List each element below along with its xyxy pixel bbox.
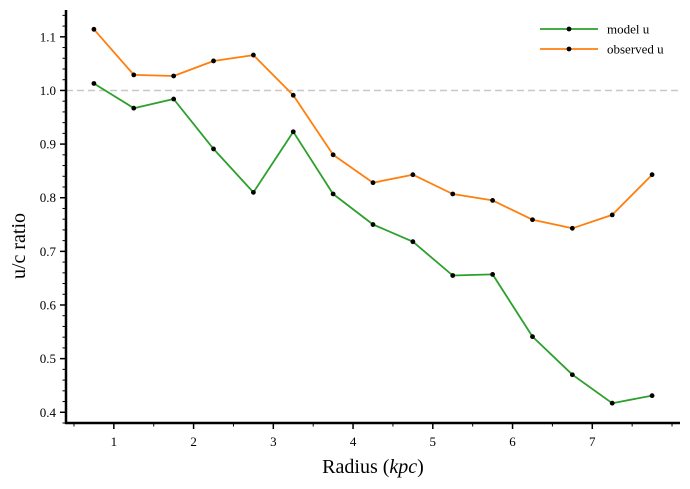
y-tick-label: 1.1 (40, 29, 56, 44)
legend-item: model u (540, 22, 650, 37)
data-point (370, 222, 376, 227)
legend: model u observed u (540, 22, 664, 57)
legend-marker (566, 26, 572, 32)
data-point (490, 198, 496, 203)
data-point (530, 334, 535, 340)
data-point (250, 189, 256, 195)
y-tick-label: 0.5 (40, 351, 56, 366)
y-tick-label: 0.6 (40, 298, 57, 313)
data-point (171, 96, 177, 102)
x-tick-label: 6 (509, 434, 516, 449)
data-point (330, 152, 336, 158)
data-point (410, 172, 416, 178)
data-point (91, 26, 97, 32)
x-tick-label: 2 (190, 434, 197, 449)
series-observed-u (91, 26, 655, 231)
axes: 1 2 3 4 5 6 7 0.4 0.5 0.6 0.7 0.8 0.9 1.0 1.1 (40, 10, 680, 449)
data-point (290, 92, 296, 98)
x-tick-label: 1 (111, 434, 118, 449)
x-axis-title-unit: kpc (389, 456, 417, 478)
y-tick-label: 0.8 (40, 190, 56, 205)
data-point (171, 73, 177, 79)
x-axis-title: Radius (kpc) (322, 456, 424, 478)
series-model-u (91, 81, 655, 406)
y-tick-label: 0.7 (40, 244, 57, 259)
data-point (649, 172, 655, 178)
data-point (450, 273, 456, 278)
legend-label: model u (607, 22, 650, 37)
data-point (450, 191, 456, 197)
data-point (330, 191, 336, 197)
data-point (649, 393, 655, 399)
x-tick-label: 3 (270, 434, 277, 449)
x-tick-label: 4 (350, 434, 357, 449)
series-line (93, 82, 653, 405)
data-point (609, 212, 615, 218)
series-line (93, 28, 653, 230)
legend-item: observed u (540, 42, 664, 57)
y-axis-title: u/c ratio (8, 213, 30, 279)
data-point (131, 105, 137, 111)
x-tick-label: 5 (430, 434, 437, 449)
data-point (569, 372, 575, 378)
y-tick-label: 0.9 (40, 137, 56, 152)
data-point (609, 400, 615, 406)
x-axis-title-close: ) (417, 456, 424, 478)
data-point (490, 272, 496, 277)
legend-label: observed u (607, 42, 664, 57)
data-point (569, 225, 575, 231)
data-point (370, 180, 376, 186)
data-point (91, 81, 97, 86)
data-point (131, 72, 137, 78)
y-tick-label: 1.0 (40, 83, 56, 98)
data-point (250, 52, 256, 58)
y-tick-label: 0.4 (40, 405, 57, 420)
data-point (290, 129, 296, 135)
series-layer (91, 26, 655, 406)
data-point (211, 58, 216, 64)
legend-marker (566, 46, 572, 52)
data-point (530, 217, 535, 223)
data-point (211, 146, 216, 152)
data-point (410, 239, 416, 245)
x-tick-label: 7 (589, 434, 596, 449)
x-axis-title-text: Radius ( (322, 456, 390, 478)
